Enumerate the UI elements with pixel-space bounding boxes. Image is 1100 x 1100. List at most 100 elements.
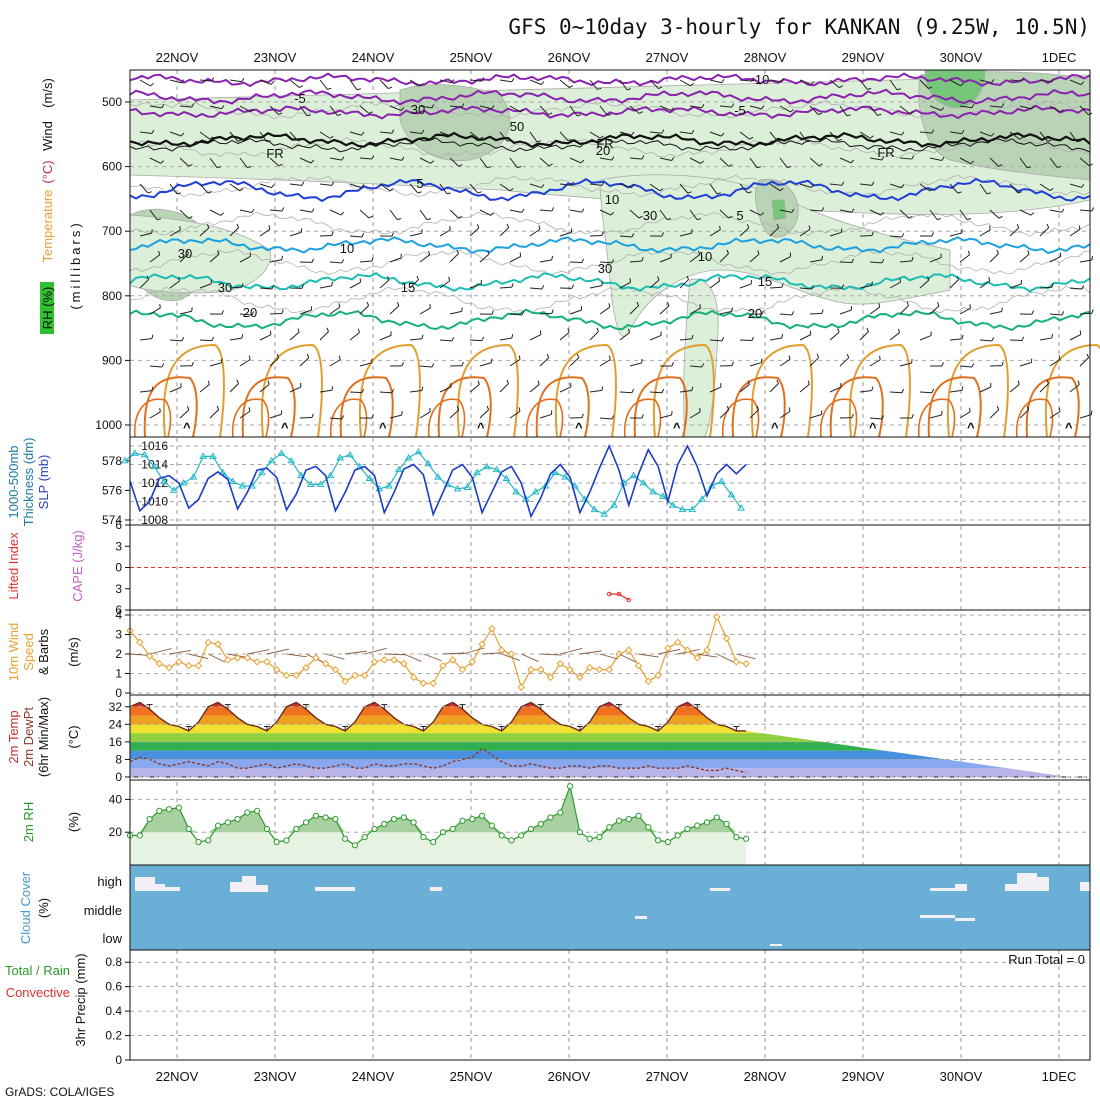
wind-barb: [709, 131, 722, 137]
wind-barb-flag: [631, 233, 635, 238]
wind-barb-flag: [421, 386, 424, 391]
rh-point: [655, 837, 662, 844]
wind-barb: [629, 209, 640, 219]
temp-band: [130, 724, 1090, 734]
wind-speed-point: [370, 658, 379, 666]
wind-barb: [1019, 209, 1032, 216]
contour-label: FR: [596, 136, 613, 151]
wind-barb-flag: [400, 107, 405, 111]
wind-speed-point: [351, 671, 359, 680]
wind-barb: [439, 183, 448, 195]
wind-barb-flag: [341, 156, 345, 161]
wind-barb: [749, 105, 762, 110]
wind-speed-point: [214, 640, 222, 648]
temperature-contour: [339, 376, 394, 438]
wind-barb: [439, 229, 451, 237]
wind-barb-flag: [911, 155, 915, 160]
wind-speed-point: [419, 679, 428, 687]
wind-barb-flag: [871, 386, 874, 391]
wind-barb: [619, 281, 631, 289]
wind-barb-flag: [1017, 380, 1020, 385]
wind-barb-flag: [391, 129, 395, 134]
wind-barb-flag: [610, 211, 615, 216]
wind-barb: [799, 131, 808, 143]
wind-barb-flag: [581, 413, 584, 418]
rh-point: [478, 812, 486, 819]
wind-barb: [809, 357, 819, 367]
lifted-index-line: [609, 593, 630, 601]
wind-speed-point: [488, 624, 496, 633]
wind-barb-flag: [1019, 136, 1024, 140]
ylabel-convective: Convective: [6, 985, 70, 1000]
wind-barb-flag: [536, 140, 541, 143]
wind-barb-flag: [670, 107, 675, 111]
wind-barb: [229, 383, 239, 393]
date-label-bottom: 29NOV: [842, 1069, 885, 1084]
wind-barb: [779, 410, 791, 419]
wind-barb-flag: [788, 407, 791, 412]
ylabel-barbs: & Barbs: [36, 628, 51, 675]
wind-barb: [169, 650, 192, 655]
wind-barb-flag: [281, 255, 284, 260]
thickness-point: [258, 468, 266, 476]
wind-barb: [989, 157, 999, 167]
wind-barb-flag: [446, 192, 451, 195]
wind-barb: [329, 306, 341, 315]
wind-barb-flag: [179, 225, 181, 231]
wind-barb-flag: [327, 87, 332, 90]
wind-barb: [319, 131, 331, 139]
wind-barb: [479, 409, 489, 419]
contour-label: FR: [877, 145, 894, 160]
wind-barb: [289, 79, 300, 88]
wind-speed-point: [155, 660, 164, 668]
wind-barb-flag: [901, 388, 905, 393]
wind-barb: [149, 307, 161, 315]
wind-speed-point: [439, 661, 447, 670]
wind-barb: [689, 411, 701, 419]
wind-barb: [949, 79, 961, 87]
slp-tick-label: 1012: [141, 476, 168, 490]
wind-barb-flag: [211, 77, 215, 82]
wind-barb: [809, 157, 820, 167]
wind-barb-flag: [787, 165, 792, 169]
thickness-point: [414, 447, 423, 455]
run-total-label: Run Total = 0: [1008, 952, 1085, 967]
wind-barb-flag: [837, 138, 843, 142]
wind-barb: [239, 313, 252, 316]
wind-barb-flag: [461, 307, 463, 312]
wind-barb-flag: [781, 333, 784, 339]
wind-barb: [689, 157, 701, 164]
cloud-bar: [770, 944, 782, 946]
temp-tick-label: 32: [109, 700, 123, 714]
wind-barb: [449, 253, 459, 263]
wind-barb: [929, 257, 942, 263]
lifted-tick-label: 6: [115, 603, 122, 617]
wind-barb-flag: [540, 81, 545, 85]
wind-barb-flag: [791, 208, 795, 213]
pressure-tick-label: 900: [102, 353, 122, 367]
wind-barb: [409, 131, 422, 135]
rh-contour: [129, 137, 1091, 159]
wind-barb: [599, 209, 612, 216]
wind-barb: [649, 131, 662, 134]
ylabel-millibars: (millibars): [68, 220, 83, 309]
rh2m-plot: [126, 783, 750, 865]
wind-barb-flag: [716, 192, 721, 195]
wind-barbs: [139, 77, 1095, 420]
wind-barb-flag: [791, 311, 795, 316]
temperature-contour: [652, 343, 715, 438]
rh-point: [136, 832, 143, 839]
rh-point: [557, 809, 564, 816]
wind-barb: [1069, 183, 1082, 188]
wind-barb-flag: [1051, 78, 1055, 83]
wind-barb-flag: [511, 334, 514, 339]
wind-barb-flag: [366, 301, 370, 306]
cape-marker: ^: [183, 420, 191, 435]
wind-barb: [809, 259, 822, 263]
temperature-contour: [917, 398, 956, 438]
wind-speed-point: [243, 654, 252, 662]
thickness-point: [737, 504, 746, 511]
wind-barb-flag: [661, 232, 664, 237]
rh-point: [156, 807, 163, 814]
